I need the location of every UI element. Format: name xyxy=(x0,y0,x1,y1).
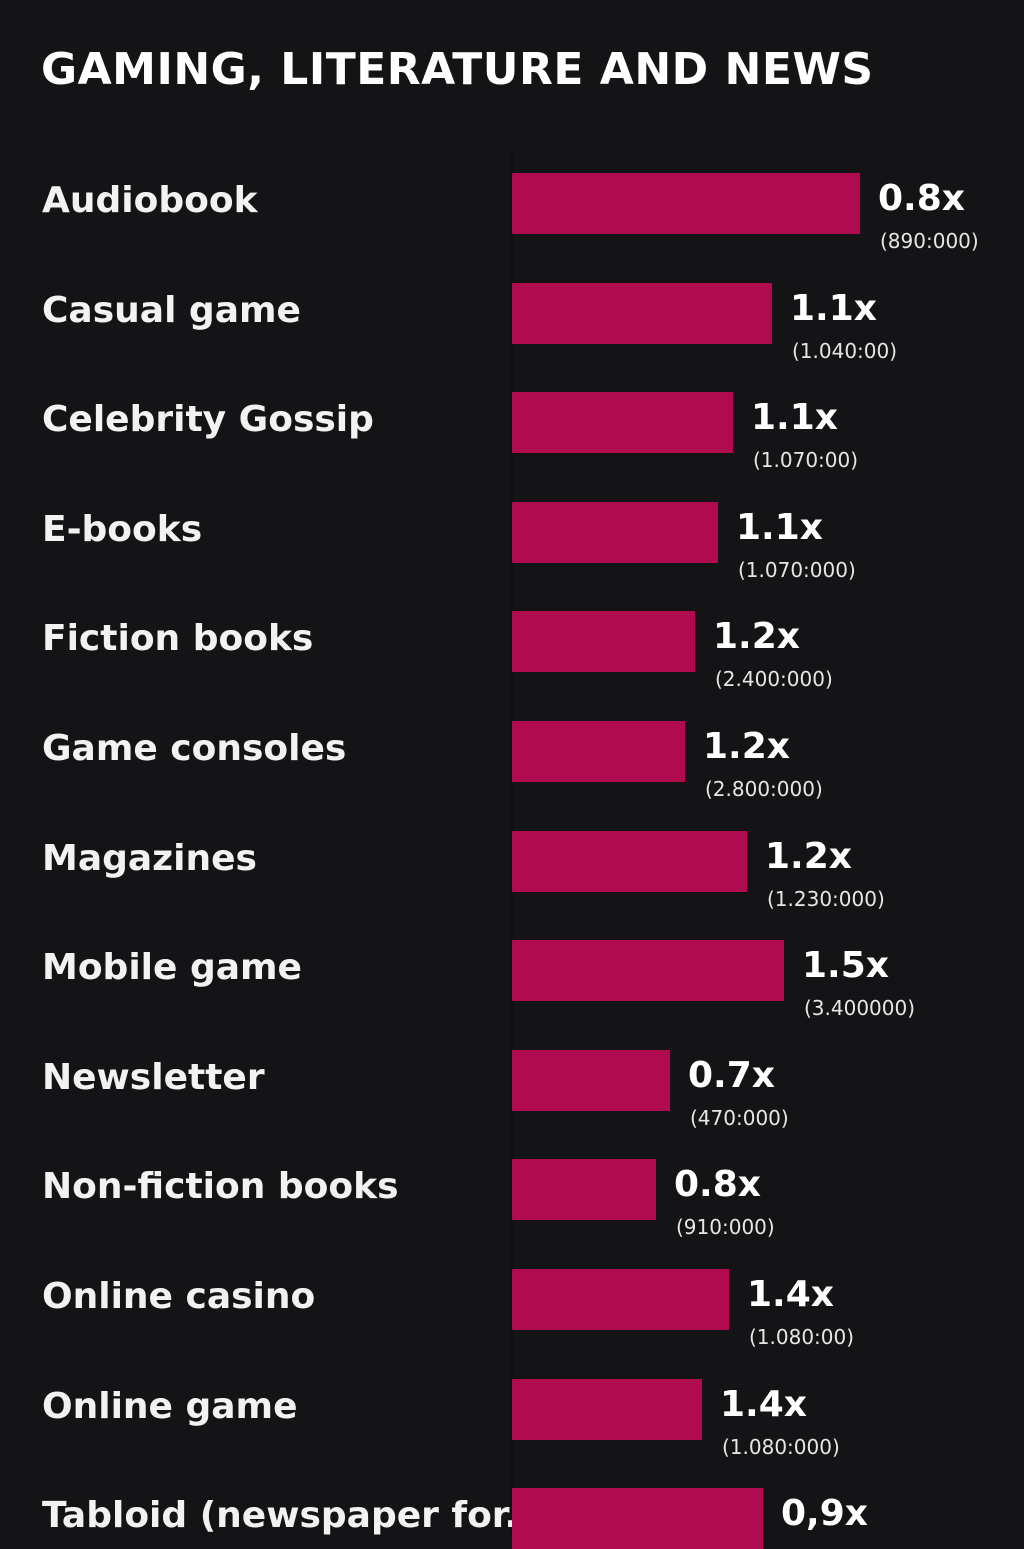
bar xyxy=(512,173,860,234)
value-label: 1.4x xyxy=(747,1274,834,1315)
count-label: (2.800:000) xyxy=(705,777,823,801)
value-label: 0.7x xyxy=(688,1055,775,1096)
value-label: 1.1x xyxy=(751,397,838,438)
bar xyxy=(512,611,695,672)
count-label: (1.040:00) xyxy=(792,339,898,363)
category-label: Casual game xyxy=(42,290,301,331)
category-label: Fiction books xyxy=(42,618,314,659)
count-label: (470:000) xyxy=(690,1106,789,1130)
category-label: Online game xyxy=(42,1386,298,1427)
category-label: Magazines xyxy=(42,838,257,879)
bar xyxy=(512,283,772,344)
value-label: 1.1x xyxy=(790,288,877,329)
bar xyxy=(512,1269,729,1330)
value-label: 0.8x xyxy=(674,1164,761,1205)
value-label: 1.2x xyxy=(765,836,852,877)
value-label: 0,9x xyxy=(781,1493,868,1534)
count-label: (3.400000) xyxy=(804,996,916,1020)
count-label: (890:000) xyxy=(880,229,979,253)
category-label: Audiobook xyxy=(42,180,258,221)
value-label: 1.1x xyxy=(736,507,823,548)
count-label: (1.080:000) xyxy=(722,1435,840,1459)
bar xyxy=(512,1379,702,1440)
count-label: (2.400:000) xyxy=(715,667,833,691)
category-label: E-books xyxy=(42,509,203,550)
bar xyxy=(512,1050,670,1111)
category-label: Celebrity Gossip xyxy=(42,399,374,440)
category-label: Game consoles xyxy=(42,728,347,769)
value-label: 1.2x xyxy=(703,726,790,767)
value-label: 1.2x xyxy=(713,616,800,657)
bar xyxy=(512,392,733,453)
bar xyxy=(512,502,718,563)
category-label: Online casino xyxy=(42,1276,316,1317)
count-label: (1.070:00) xyxy=(753,448,859,472)
value-label: 1.5x xyxy=(802,945,889,986)
value-label: 1.4x xyxy=(720,1384,807,1425)
bar xyxy=(512,831,747,892)
category-label: Mobile game xyxy=(42,947,302,988)
count-label: (1.080:00) xyxy=(749,1325,855,1349)
chart-title: GAMING, LITERATURE AND NEWS xyxy=(41,44,874,95)
bar xyxy=(512,1159,656,1220)
count-label: (1.070:000) xyxy=(738,558,856,582)
bar xyxy=(512,940,784,1001)
category-label: Tabloid (newspaper for.. xyxy=(42,1495,532,1536)
count-label: (910:000) xyxy=(676,1215,775,1239)
bar xyxy=(512,1488,763,1549)
category-label: Non-fiction books xyxy=(42,1166,399,1207)
category-label: Newsletter xyxy=(42,1057,265,1098)
value-label: 0.8x xyxy=(878,178,965,219)
bar xyxy=(512,721,685,782)
count-label: (1.230:000) xyxy=(767,887,885,911)
